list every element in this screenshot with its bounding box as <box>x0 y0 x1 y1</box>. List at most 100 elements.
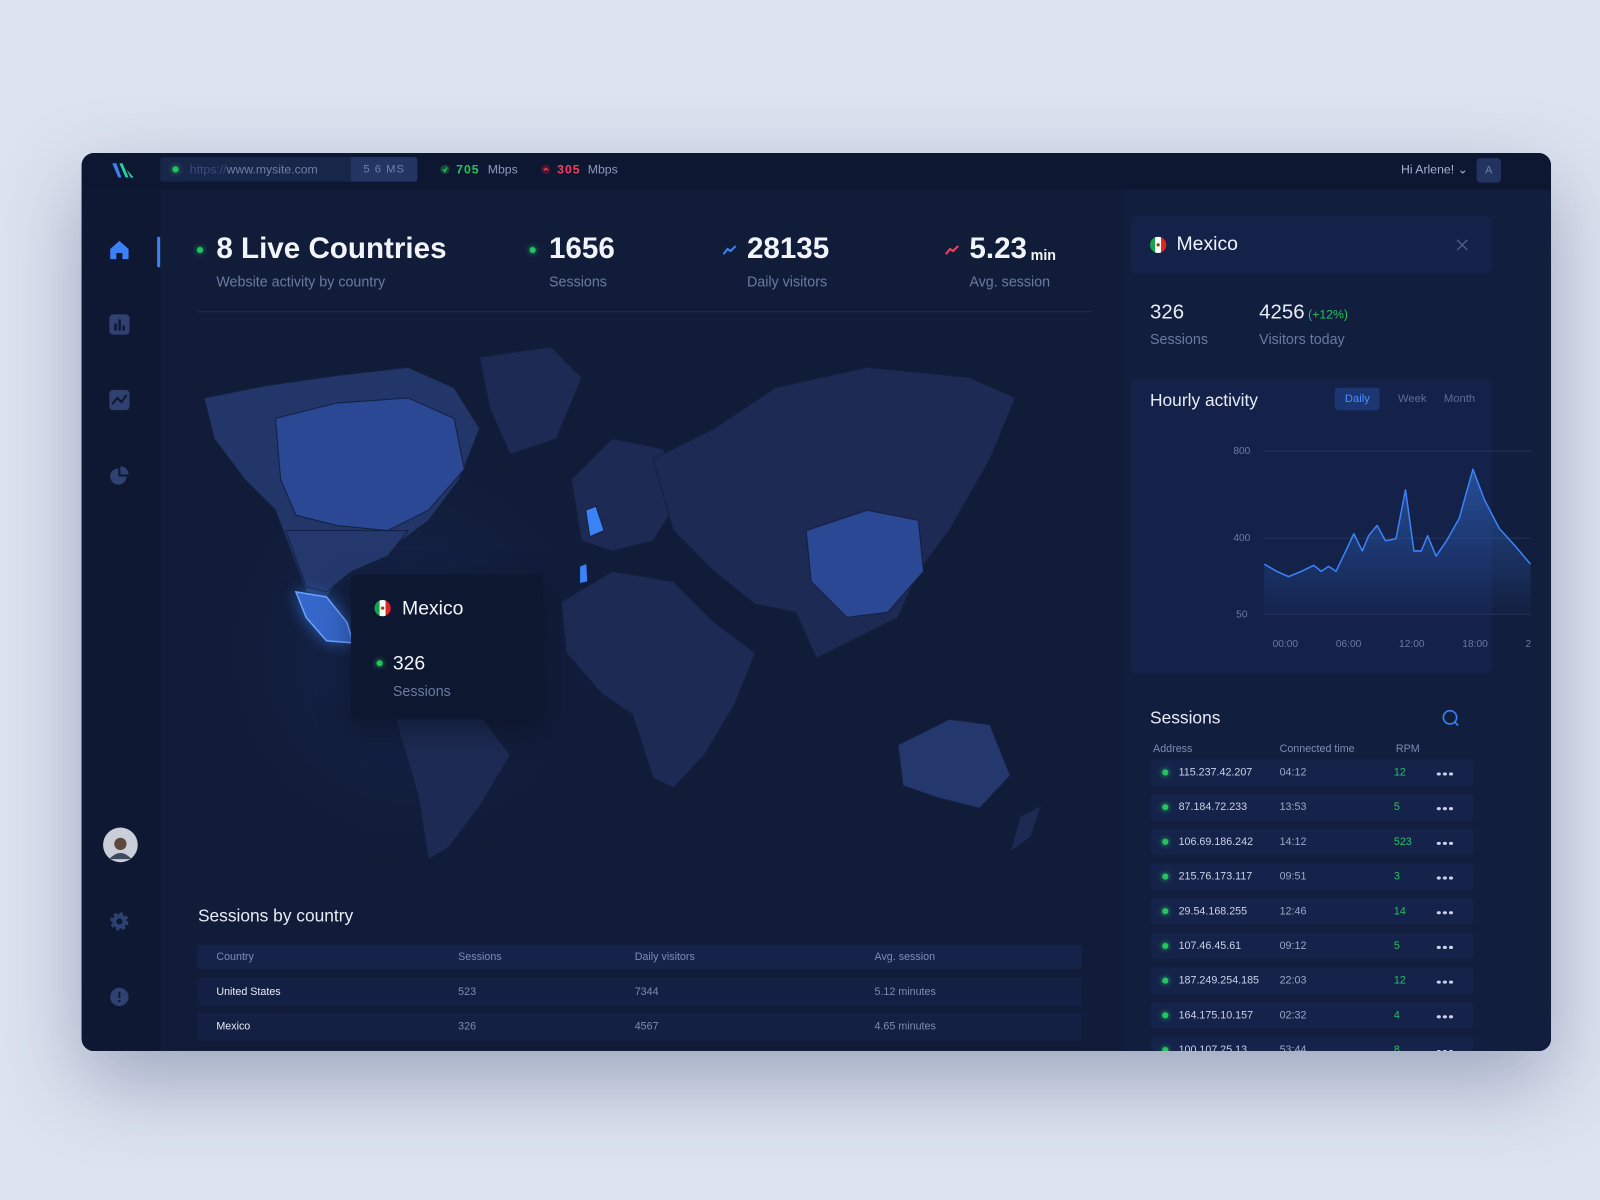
row-menu[interactable] <box>1436 936 1455 952</box>
line <box>1263 468 1531 578</box>
x-tick-label: 00:00 <box>1273 639 1299 650</box>
address: 106.69.186.242 <box>1178 835 1254 848</box>
detail-change: (+12%) <box>1308 307 1348 322</box>
close-button[interactable] <box>1456 239 1468 251</box>
connected-time: 13:53 <box>1279 801 1307 814</box>
avatar[interactable]: A <box>1476 158 1502 183</box>
menu-dot <box>1448 980 1453 984</box>
address: 115.237.42.207 <box>1178 766 1253 779</box>
user-photo[interactable] <box>102 827 139 864</box>
x-tick-label: 06:00 <box>1336 639 1362 650</box>
sessions-table: Address Connected time RPM 115.237.42.207 04… <box>1151 742 1474 1052</box>
session-row <box>1151 967 1474 994</box>
menu-dot <box>1448 1049 1453 1052</box>
pie-icon[interactable] <box>109 465 129 485</box>
x-tick-label: 12:00 <box>1399 639 1425 650</box>
upload-speed: 305 <box>557 162 581 177</box>
table-cell: 5.12 minutes <box>874 985 936 998</box>
table-cell: 7344 <box>634 985 659 998</box>
connected-time: 22:03 <box>1279 974 1307 987</box>
table-title: Sessions by country <box>197 906 354 926</box>
menu-dot <box>1442 945 1447 949</box>
address: 107.46.45.61 <box>1178 939 1242 953</box>
table-row <box>196 1012 1082 1041</box>
menu-dot <box>1436 910 1441 915</box>
analytics-icon[interactable] <box>109 389 130 411</box>
rpm: 523 <box>1393 835 1412 848</box>
status-dot <box>1162 1046 1169 1052</box>
range-tab[interactable]: Daily <box>1334 387 1381 411</box>
home-icon[interactable] <box>108 239 130 261</box>
menu-dot <box>1448 841 1453 845</box>
menu-dot <box>1448 910 1453 915</box>
area-fill <box>1264 469 1531 615</box>
table-cell: 326 <box>458 1020 477 1033</box>
menu-dot <box>1436 945 1441 949</box>
connected-time: 53:44 <box>1279 1043 1307 1052</box>
stat-unit: min <box>1030 246 1057 264</box>
menu-dot <box>1442 1049 1447 1052</box>
table-cell: United States <box>216 985 281 998</box>
detail-sessions-label: Sessions <box>1149 330 1208 347</box>
menu-dot <box>1436 980 1441 984</box>
row-menu[interactable] <box>1436 762 1455 778</box>
detail-visitors: 4256 <box>1259 301 1305 324</box>
menu-dot <box>1442 980 1447 984</box>
stat-value: 1656 <box>548 232 615 266</box>
rpm: 4 <box>1393 1009 1400 1022</box>
country-table: Country Sessions Daily visitors Avg. sessio… <box>196 944 1082 1051</box>
row-menu[interactable] <box>1436 970 1455 986</box>
status-dot <box>172 166 179 173</box>
menu-dot <box>1436 876 1441 880</box>
session-row <box>1151 759 1474 786</box>
detail-country: Mexico <box>1176 233 1238 256</box>
column-header: Country <box>216 951 254 964</box>
tooltip-country: Mexico <box>402 597 464 620</box>
menu-dot <box>1442 841 1447 845</box>
range-tab[interactable]: Week <box>1397 392 1427 406</box>
row-menu[interactable] <box>1436 866 1455 882</box>
row-menu[interactable] <box>1436 1005 1455 1021</box>
user-menu[interactable]: Hi Arlene! ⌄ <box>1401 162 1468 177</box>
column-header: Connected time <box>1279 742 1355 756</box>
menu-dot <box>1442 771 1447 776</box>
y-tick-label: 400 <box>1233 533 1250 544</box>
upload-icon <box>541 164 551 174</box>
dashboard-window: https://www.mysite.com 5 6 MS 705 Mbps 3… <box>81 153 1552 1052</box>
search-button[interactable] <box>1442 709 1460 727</box>
info-icon[interactable] <box>109 987 129 1007</box>
menu-dot <box>1436 1014 1441 1019</box>
status-dot <box>1162 873 1169 880</box>
stat-value: 28135 <box>746 232 830 266</box>
settings-icon[interactable] <box>109 911 129 931</box>
rpm: 12 <box>1393 766 1406 779</box>
rpm: 8 <box>1393 1043 1400 1052</box>
greeting: Hi Arlene! <box>1401 162 1455 177</box>
upload-unit: Mbps <box>587 162 618 177</box>
menu-dot <box>1442 876 1447 880</box>
y-tick-label: 800 <box>1233 446 1250 457</box>
reports-icon[interactable] <box>109 314 130 335</box>
rpm: 14 <box>1393 905 1406 918</box>
row-menu[interactable] <box>1436 832 1455 848</box>
rpm: 12 <box>1393 974 1406 987</box>
address: 100.107.25.13 <box>1178 1043 1248 1052</box>
row-menu[interactable] <box>1436 901 1455 917</box>
session-row <box>1151 897 1474 925</box>
table-header-row <box>196 944 1082 970</box>
stat-value: 8 Live Countries <box>216 232 447 266</box>
flag <box>1149 236 1167 254</box>
table-cell: Mexico <box>216 1020 251 1033</box>
row-menu[interactable] <box>1436 797 1455 813</box>
connected-time: 09:51 <box>1279 870 1307 883</box>
session-row <box>1151 1036 1474 1052</box>
stat-label: Daily visitors <box>746 273 828 290</box>
table-cell: 523 <box>458 985 477 998</box>
menu-dot <box>1436 1049 1441 1052</box>
range-tab[interactable]: Month <box>1443 392 1476 406</box>
map-tooltip <box>351 574 543 720</box>
latency: 5 6 MS <box>351 157 418 182</box>
row-menu[interactable] <box>1436 1040 1455 1052</box>
